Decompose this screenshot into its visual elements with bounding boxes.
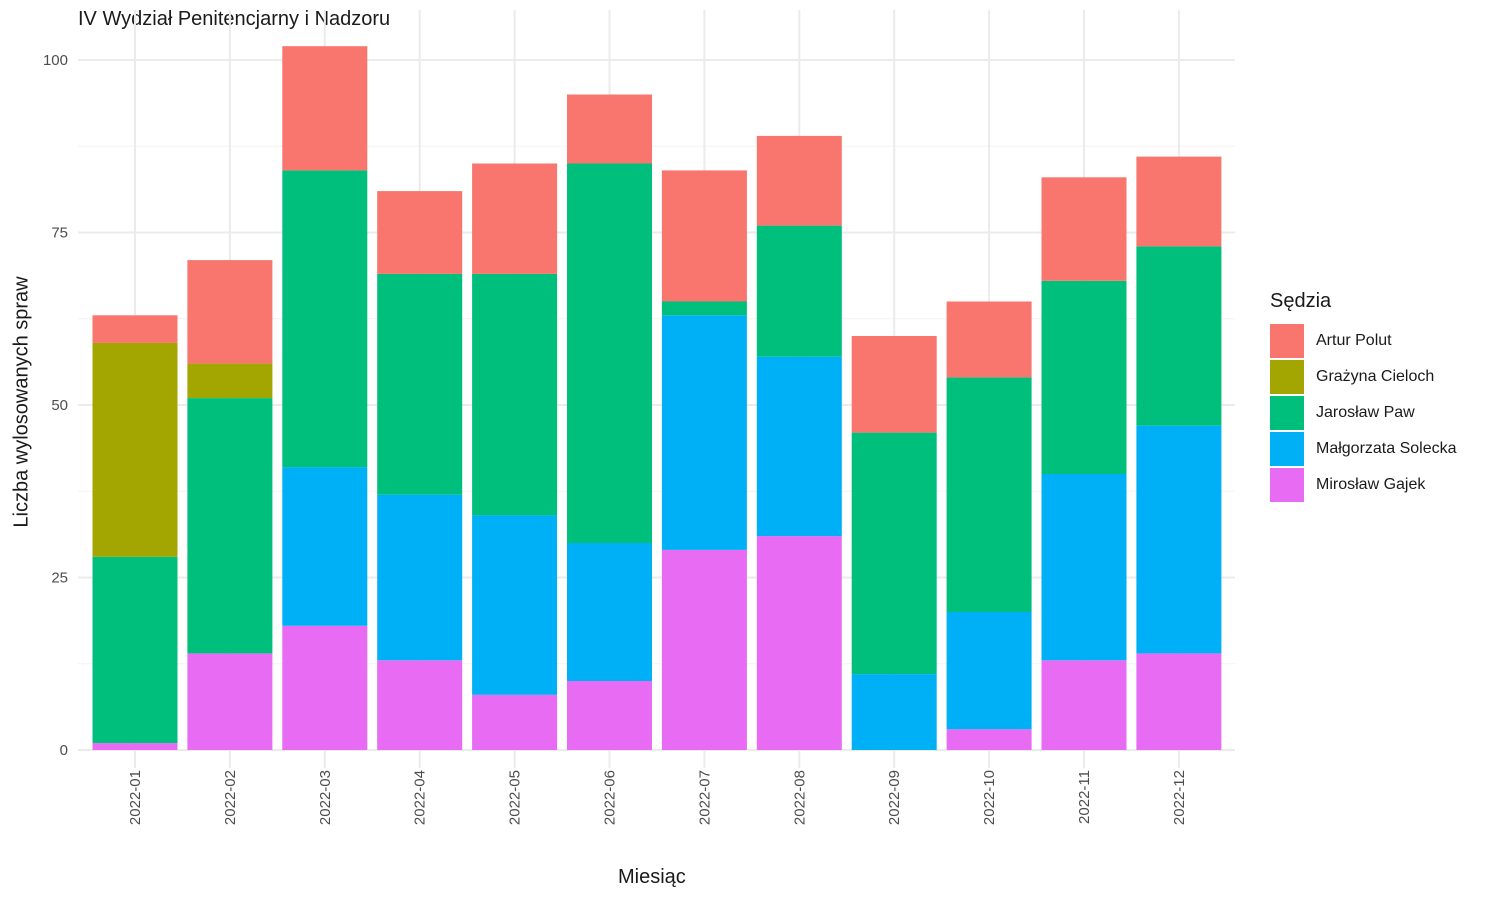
bar-segment bbox=[851, 336, 937, 433]
legend-label: Grażyna Cieloch bbox=[1316, 368, 1435, 385]
bar-segment bbox=[567, 94, 652, 164]
bar-segment bbox=[1136, 246, 1222, 426]
bar-segment bbox=[472, 273, 558, 516]
x-tick-label: 2022-05 bbox=[507, 770, 524, 825]
x-tick-label: 2022-03 bbox=[317, 770, 334, 825]
bar-segment bbox=[661, 170, 747, 302]
bar-segment bbox=[946, 301, 1032, 378]
bar-segment bbox=[851, 674, 937, 750]
legend-swatch bbox=[1270, 360, 1304, 394]
x-tick-label: 2022-06 bbox=[602, 770, 619, 825]
legend-swatch bbox=[1270, 324, 1304, 358]
bar-segment bbox=[187, 398, 273, 654]
bar-segment bbox=[282, 46, 368, 171]
y-tick-label: 25 bbox=[51, 570, 68, 587]
y-tick-label: 0 bbox=[60, 742, 68, 759]
legend: Sędzia Artur Polut Grażyna Cieloch Jarosła… bbox=[1270, 290, 1457, 503]
bar-segment bbox=[1136, 425, 1222, 654]
x-tick-label: 2022-04 bbox=[412, 770, 429, 825]
bar-segment bbox=[1136, 156, 1222, 247]
x-tick-label: 2022-10 bbox=[981, 770, 998, 825]
bar-segment bbox=[1041, 280, 1127, 474]
legend-swatch bbox=[1270, 396, 1304, 430]
y-axis-label: Liczba wylosowanych spraw bbox=[10, 276, 33, 528]
bar-segment bbox=[661, 301, 747, 316]
bar-segment bbox=[1041, 474, 1127, 661]
bar-segment bbox=[282, 467, 368, 626]
bar-segment bbox=[377, 273, 463, 495]
bar-segment bbox=[946, 377, 1032, 612]
legend-title: Sędzia bbox=[1270, 290, 1332, 312]
bar-segment bbox=[92, 342, 178, 557]
bar-segment bbox=[946, 729, 1032, 750]
legend-label: Małgorzata Solecka bbox=[1316, 440, 1457, 457]
legend-item: Artur Polut bbox=[1270, 323, 1457, 359]
y-axis-ticks: 0 25 50 75 100 bbox=[43, 52, 68, 759]
x-axis-ticks: 2022-01 2022-02 2022-03 2022-04 2022-05 2022-… bbox=[127, 770, 1188, 825]
bar-segment bbox=[282, 625, 368, 750]
bar-segment bbox=[1041, 660, 1127, 750]
bar-segment bbox=[946, 612, 1032, 730]
x-tick-label: 2022-07 bbox=[696, 770, 713, 825]
bars bbox=[92, 46, 1222, 750]
legend-item: Mirosław Gajek bbox=[1270, 467, 1457, 503]
bar-segment bbox=[851, 432, 937, 675]
bar-segment bbox=[377, 494, 463, 661]
legend-swatch bbox=[1270, 468, 1304, 502]
x-tick-label: 2022-08 bbox=[791, 770, 808, 825]
bar-segment bbox=[567, 543, 652, 681]
legend-item: Jarosław Paw bbox=[1270, 395, 1457, 431]
x-tick-label: 2022-12 bbox=[1171, 770, 1188, 825]
bar-segment bbox=[92, 743, 178, 750]
legend-item: Grażyna Cieloch bbox=[1270, 359, 1457, 395]
bar-segment bbox=[92, 315, 178, 343]
y-tick-label: 100 bbox=[43, 52, 68, 69]
bar-segment bbox=[282, 170, 368, 468]
bar-segment bbox=[756, 225, 842, 357]
bar-segment bbox=[187, 260, 273, 364]
legend-item: Małgorzata Solecka bbox=[1270, 431, 1457, 467]
bar-segment bbox=[756, 356, 842, 537]
bar-segment bbox=[1041, 177, 1127, 281]
bar-segment bbox=[187, 653, 273, 750]
bar-segment bbox=[472, 515, 558, 695]
x-tick-label: 2022-09 bbox=[886, 770, 903, 825]
bar-segment bbox=[377, 660, 463, 750]
bar-segment bbox=[661, 549, 747, 750]
bar-segment bbox=[472, 694, 558, 750]
legend-label: Jarosław Paw bbox=[1316, 404, 1415, 421]
bar-segment bbox=[187, 363, 273, 399]
legend-label: Mirosław Gajek bbox=[1316, 476, 1426, 493]
y-tick-label: 75 bbox=[51, 225, 68, 242]
legend-swatch bbox=[1270, 432, 1304, 466]
x-axis-label: Miesiąc bbox=[618, 866, 686, 888]
legend-label: Artur Polut bbox=[1316, 332, 1392, 349]
x-tick-label: 2022-01 bbox=[127, 770, 144, 825]
x-tick-label: 2022-11 bbox=[1076, 770, 1093, 824]
bar-segment bbox=[472, 163, 558, 274]
y-tick-label: 50 bbox=[51, 397, 68, 414]
bar-segment bbox=[661, 315, 747, 550]
bar-segment bbox=[567, 681, 652, 750]
x-tick-label: 2022-02 bbox=[222, 770, 239, 825]
bar-segment bbox=[756, 536, 842, 750]
bar-segment bbox=[1136, 653, 1222, 750]
bar-segment bbox=[756, 135, 842, 226]
chart-title: IV Wydział Penitencjarny i Nadzoru bbox=[78, 8, 391, 30]
bar-segment bbox=[92, 556, 178, 744]
bar-segment bbox=[567, 163, 652, 543]
bar-segment bbox=[377, 191, 463, 274]
